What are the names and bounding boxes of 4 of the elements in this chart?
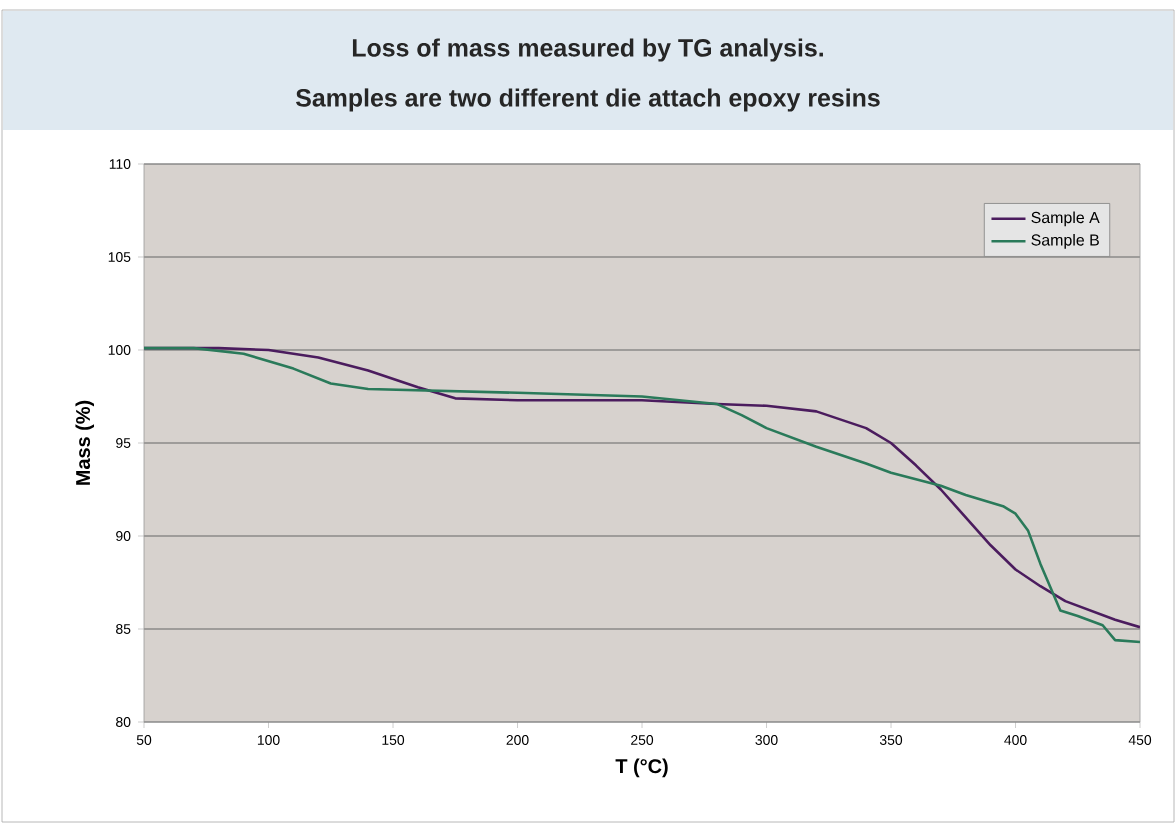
chart-title: Loss of mass measured by TG analysis. — [352, 38, 823, 62]
chart-subtitle: Samples are two different die attach epoxy resins — [295, 88, 880, 112]
y-axis-title: Mass (%) — [75, 400, 95, 485]
x-axis-title: T (°C) — [615, 758, 668, 778]
